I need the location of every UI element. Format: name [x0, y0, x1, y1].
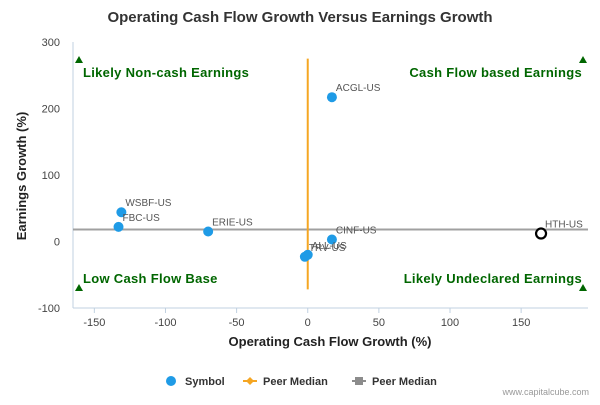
- axes: -150 -100 -50 0 50 100 150 -100 0 100 200 300: [38, 37, 588, 329]
- x-tick-label: -150: [83, 317, 105, 329]
- x-tick-label: 0: [305, 317, 311, 329]
- legend-square-marker: [355, 377, 363, 385]
- data-point-label: FBC-US: [123, 213, 161, 224]
- quadrant-label-bottom-left: Low Cash Flow Base: [83, 271, 218, 286]
- chart-title: Operating Cash Flow Growth Versus Earnin…: [107, 9, 492, 26]
- legend-diamond-marker: [246, 377, 254, 385]
- x-tick-label: 100: [441, 317, 459, 329]
- y-tick-label: 200: [42, 104, 60, 116]
- legend-label: Peer Median: [263, 376, 328, 388]
- data-point-label: ALL-US: [312, 241, 347, 252]
- data-point-label: TRV-US: [309, 243, 346, 254]
- quadrant-marker-triangle: [75, 56, 83, 63]
- credit-text: www.capitalcube.com: [501, 387, 589, 397]
- x-tick-label: 150: [512, 317, 530, 329]
- data-point: [203, 226, 214, 237]
- quadrant-label-bottom-right: Likely Undeclared Earnings: [404, 271, 582, 286]
- y-tick-label: 0: [54, 237, 60, 249]
- data-point-label: WSBF-US: [125, 198, 171, 209]
- data-point: [534, 227, 548, 240]
- quadrant-labels: Likely Non-cash Earnings Cash Flow based …: [75, 56, 587, 291]
- legend-symbol-marker: [166, 376, 176, 386]
- quadrant-marker-triangle: [579, 284, 587, 291]
- x-tick-label: 50: [373, 317, 385, 329]
- data-point: [326, 92, 337, 103]
- data-point: [326, 234, 337, 245]
- quadrant-label-top-right: Cash Flow based Earnings: [409, 65, 582, 80]
- data-point: [113, 221, 124, 232]
- data-point-label: ERIE-US: [212, 218, 253, 229]
- quadrant-marker-triangle: [75, 284, 83, 291]
- y-tick-label: -100: [38, 303, 60, 315]
- legend: Symbol Peer Median Peer Median: [166, 376, 437, 388]
- x-tick-label: -50: [229, 317, 245, 329]
- legend-label: Peer Median: [372, 376, 437, 388]
- x-tick-label: -100: [154, 317, 176, 329]
- data-point-label: CINF-US: [336, 226, 377, 237]
- x-axis-title: Operating Cash Flow Growth (%): [229, 334, 432, 349]
- data-points: ACGL-US WSBF-US FBC-US ERIE-US CINF-US ALL-US…: [113, 83, 583, 262]
- quadrant-label-top-left: Likely Non-cash Earnings: [83, 65, 249, 80]
- data-point: [299, 251, 310, 262]
- y-tick-label: 100: [42, 170, 60, 182]
- legend-label: Symbol: [185, 376, 225, 388]
- y-tick-label: 300: [42, 37, 60, 49]
- data-point-label: ACGL-US: [336, 83, 381, 94]
- data-point-label: HTH-US: [545, 220, 583, 231]
- y-axis-title: Earnings Growth (%): [14, 112, 29, 241]
- quadrant-marker-triangle: [579, 56, 587, 63]
- data-point: [116, 207, 127, 218]
